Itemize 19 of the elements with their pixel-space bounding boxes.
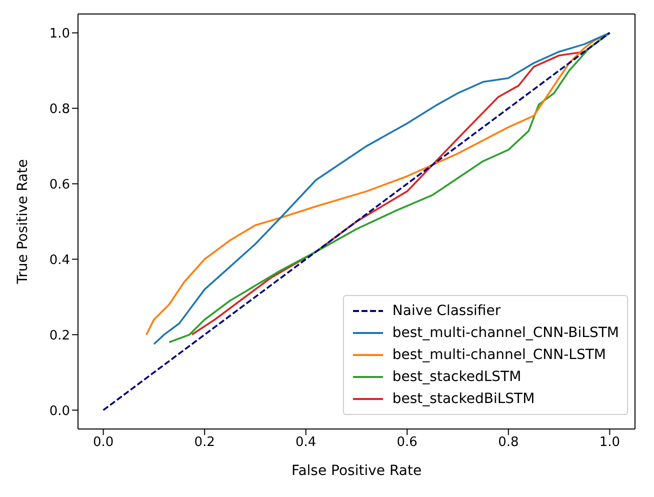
x-tick-label: 0.6: [396, 435, 418, 450]
legend-label: best_multi-channel_CNN-BiLSTM: [392, 324, 619, 343]
y-tick-label: 0.2: [49, 328, 70, 344]
y-tick-label: 0.6: [49, 177, 70, 192]
legend-label: best_multi-channel_CNN-LSTM: [392, 346, 606, 365]
legend-label: best_stackedBiLSTM: [392, 390, 535, 409]
x-tick-label: 0.4: [296, 435, 316, 450]
y-axis-title: True Positive Rate: [14, 159, 31, 285]
x-tick-label: 0.0: [92, 435, 114, 450]
y-tick-label: 1.0: [49, 26, 70, 42]
x-tick-label: 1.0: [599, 435, 620, 450]
legend-label: Naive Classifier: [392, 302, 501, 321]
legend-label: best_stackedLSTM: [392, 368, 522, 387]
x-tick-label: 0.8: [498, 435, 519, 450]
y-tick-label: 0.0: [49, 404, 70, 419]
y-tick-label: 0.4: [49, 252, 70, 268]
x-axis-title: False Positive Rate: [291, 463, 422, 479]
x-tick-label: 0.2: [194, 435, 215, 450]
y-tick-label: 0.8: [49, 102, 70, 117]
